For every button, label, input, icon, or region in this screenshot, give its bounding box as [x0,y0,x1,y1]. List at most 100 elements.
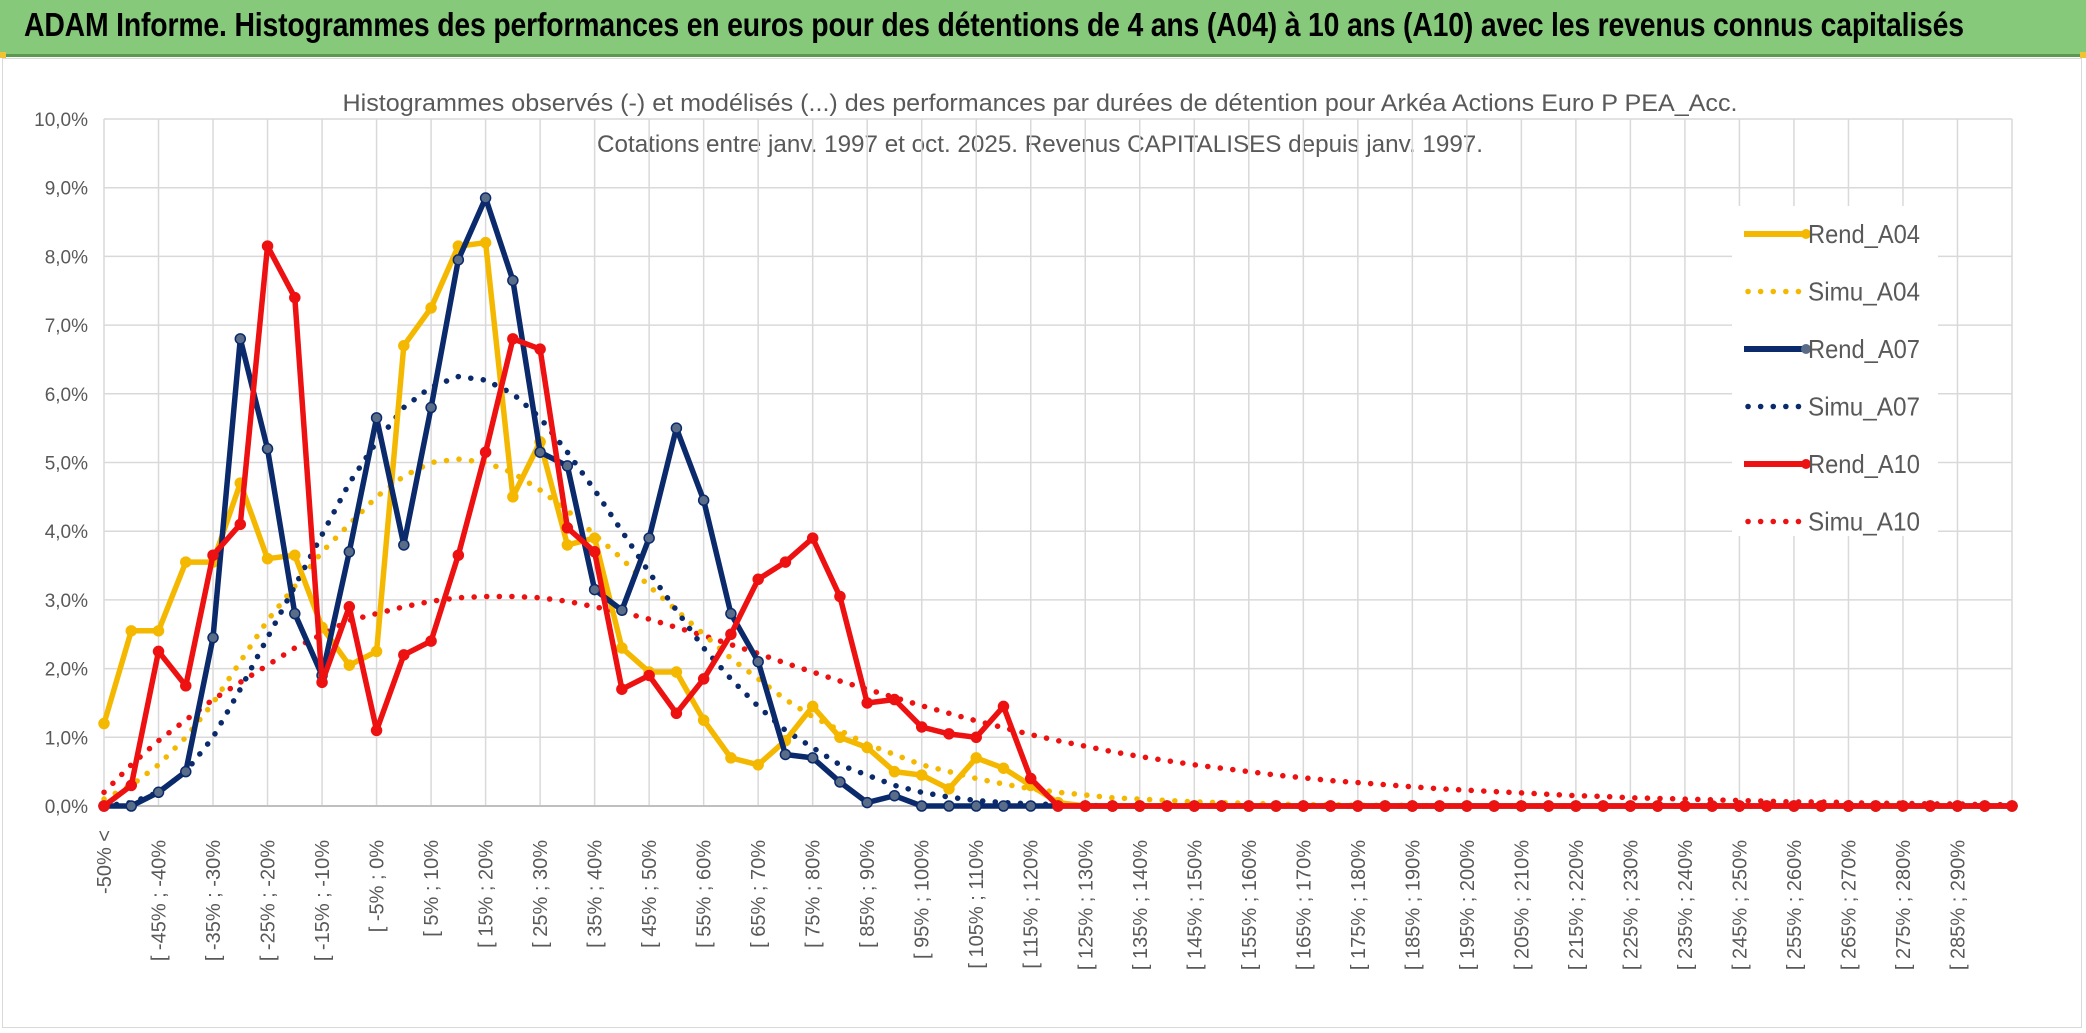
data-point [1243,800,1255,812]
y-tick-label: 10,0% [34,110,88,131]
data-point [316,676,328,689]
x-tick-label: [ 115% ; 120% [1021,840,1043,969]
data-point [1815,800,1827,812]
data-point [888,789,901,802]
x-tick-label: [ 105% ; 110% [966,840,988,969]
data-point [289,549,301,561]
x-tick-label: [ 55% ; 60% [694,840,716,948]
data-point [125,800,138,812]
y-tick-label: 4,0% [45,522,88,543]
data-point [1379,800,1391,812]
legend-marker [1801,344,1811,354]
data-point [806,700,819,713]
series-rend-a07 [98,192,2018,812]
data-point [398,339,410,352]
data-point [943,783,955,795]
data-point [725,752,737,764]
x-tick-label: [ 155% ; 160% [1239,840,1261,970]
legend-panel [1732,206,1938,536]
data-point [1951,800,1964,812]
legend-marker [1801,229,1811,239]
data-point [261,443,274,455]
y-tick-label: 8,0% [45,247,88,268]
data-point [289,291,301,304]
x-tick-label: [ 25% ; 30% [530,840,552,948]
legend-label: Simu_A10 [1808,507,1920,537]
y-tick-label: 5,0% [45,454,88,475]
data-point [452,549,465,561]
legend-label: Rend_A10 [1808,449,1920,479]
data-point [1978,800,1991,812]
data-point [1842,800,1855,812]
data-point [261,240,274,252]
data-point [125,625,138,637]
x-tick-label: [ 125% ; 130% [1075,840,1097,970]
data-point [670,707,683,720]
legend-marker [1801,459,1811,469]
data-point [1024,800,1037,812]
data-point [779,556,792,568]
series-line [101,593,2015,808]
data-point [997,700,1010,713]
data-point [1733,800,1746,812]
data-point [561,522,574,534]
data-point [343,601,356,613]
data-point [861,741,873,754]
x-tick-label: [ 65% ; 70% [748,840,770,948]
data-point [670,422,683,434]
data-point [616,642,628,654]
data-point [888,693,901,706]
data-point [1570,800,1582,812]
data-point [943,800,955,812]
data-point [343,546,356,558]
data-point [1215,800,1228,812]
data-point [507,333,519,345]
data-point [752,573,764,586]
data-point [1188,800,1201,812]
data-point [806,752,819,764]
data-point [1324,800,1337,812]
data-point [1161,800,1173,812]
data-point [1024,772,1037,785]
data-point [98,717,110,730]
data-point [452,254,465,266]
x-tick-label: [ -35% ; -30% [203,840,225,961]
y-tick-label: 2,0% [45,660,88,681]
x-tick-label: [ 285% ; 290% [1947,840,1969,970]
x-tick-label: [ 205% ; 210% [1511,840,1533,970]
data-point [398,539,410,551]
chart-title-line-1: Histogrammes observés (-) et modélisés (… [343,90,1738,117]
data-point [643,669,655,682]
data-point [1297,800,1310,812]
data-point [616,683,628,695]
x-tick-label: [ 275% ; 280% [1893,840,1915,970]
data-point [1788,800,1800,812]
x-tick-label: [ 135% ; 140% [1130,840,1152,970]
x-tick-label: [ -15% ; -10% [312,840,334,961]
y-tick-label: 3,0% [45,591,88,612]
data-point [289,607,301,620]
x-tick-label: [ 5% ; 10% [421,840,443,937]
data-point [861,796,873,809]
x-tick-label: [ 35% ; 40% [585,840,607,948]
legend-item: Rend_A10 [1744,449,1920,479]
data-point [261,552,274,565]
data-point [1270,800,1282,812]
data-point [479,192,492,204]
data-point [970,800,982,812]
data-point [479,236,492,249]
data-point [425,635,437,647]
data-point [725,607,737,620]
data-point [697,494,710,507]
corner-marker-right [2080,52,2086,58]
data-point [2006,800,2018,812]
data-point [834,731,846,744]
data-point [1597,800,1609,812]
data-point [588,583,601,596]
data-point [997,800,1010,812]
data-point [180,765,192,778]
data-point [1488,800,1500,812]
grid [103,118,2013,807]
x-tick-label: [ 75% ; 80% [803,840,825,948]
data-point [834,590,846,603]
